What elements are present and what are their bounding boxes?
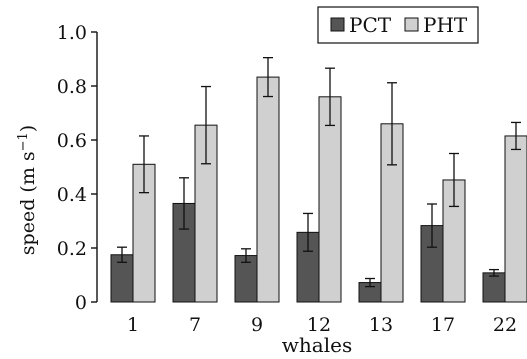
error-bar-pht-whale-13 — [387, 82, 397, 166]
y-tick-label-1.0: 1.0 — [57, 22, 87, 44]
error-bar-pht-whale-9 — [263, 57, 273, 98]
error-bar-pct-whale-22 — [489, 268, 499, 277]
bar-pht-whale-9 — [256, 76, 280, 303]
legend-swatch-pht — [404, 17, 419, 32]
x-axis-label: whales — [282, 333, 352, 357]
legend-label-pct: PCT — [349, 13, 392, 37]
y-axis-label: speed (m s−1) — [16, 125, 40, 255]
x-tick-label-9: 9 — [251, 314, 263, 336]
y-tick-label-0.2: 0.2 — [57, 238, 87, 260]
bars-layer — [110, 57, 527, 303]
error-bar-pht-whale-17 — [449, 152, 459, 208]
y-tick-label-0: 0 — [75, 292, 87, 314]
error-bar-pct-whale-1 — [117, 246, 127, 263]
error-bar-pct-whale-7 — [179, 177, 189, 230]
x-tick-label-1: 1 — [127, 314, 139, 336]
x-tick-label-7: 7 — [189, 314, 201, 336]
legend-swatch-pct — [330, 17, 345, 32]
bar-pht-whale-22 — [504, 135, 527, 303]
bar-pht-whale-12 — [318, 96, 342, 303]
y-axis-label-exponent: −1 — [16, 132, 31, 151]
error-bar-pct-whale-17 — [427, 203, 437, 248]
x-tick-label-17: 17 — [431, 314, 455, 336]
y-tick-label-0.4: 0.4 — [57, 184, 87, 206]
error-bar-pht-whale-1 — [139, 135, 149, 194]
error-bar-pht-whale-12 — [325, 67, 335, 127]
y-tick-label-0.6: 0.6 — [57, 130, 87, 152]
error-bar-pct-whale-13 — [365, 277, 375, 288]
x-tick-label-13: 13 — [369, 314, 393, 336]
bar-pct-whale-22 — [482, 272, 506, 303]
y-axis-label-close: ) — [17, 125, 39, 132]
y-tick-label-0.8: 0.8 — [57, 76, 87, 98]
error-bar-pct-whale-12 — [303, 212, 313, 252]
legend: PCT PHT — [317, 6, 479, 44]
x-tick-label-12: 12 — [307, 314, 331, 336]
error-bar-pht-whale-7 — [201, 85, 211, 165]
error-bar-pct-whale-9 — [241, 248, 251, 263]
error-bar-pht-whale-22 — [511, 121, 521, 151]
x-tick-label-22: 22 — [493, 314, 517, 336]
y-axis-label-text: speed (m s — [17, 151, 39, 255]
legend-box — [317, 6, 479, 44]
legend-label-pht: PHT — [423, 13, 468, 37]
